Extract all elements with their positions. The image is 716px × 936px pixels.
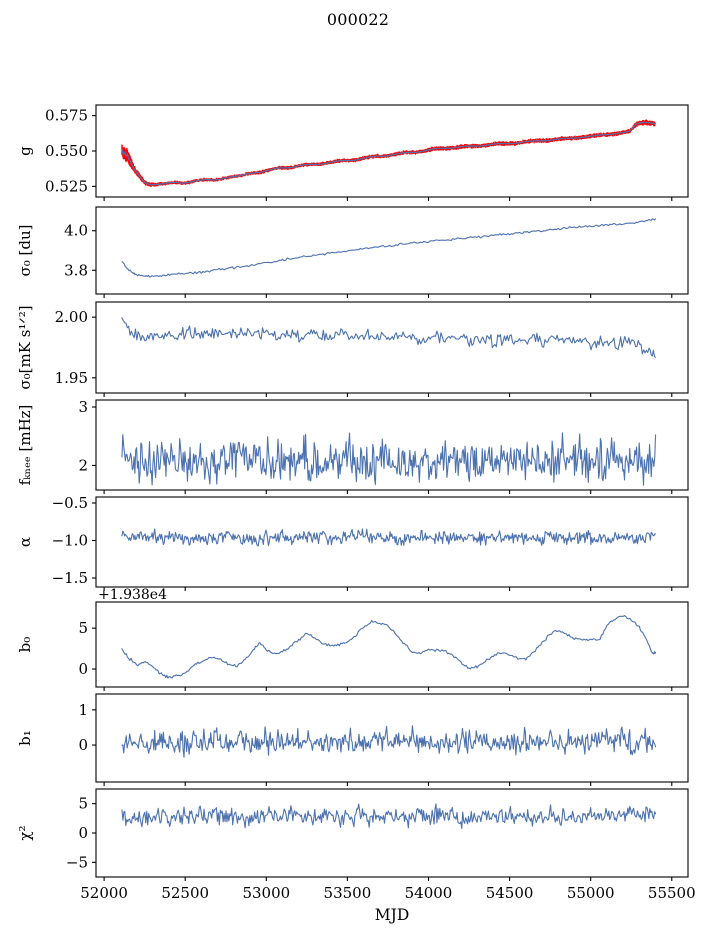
y-tick-label: 0 [78, 824, 88, 842]
x-tick-label: 53000 [242, 884, 290, 902]
series-line-chi2 [121, 803, 657, 829]
y-axis-label-b0: b₀ [16, 637, 34, 653]
y-tick-label: −5 [66, 853, 88, 871]
y-tick-label: 0.525 [45, 177, 88, 195]
panel-f_knee: 2 3 fₖₙₑₑ [mHz] [16, 398, 689, 494]
panel-chi2: −5 0 5 χ² [16, 788, 689, 881]
series-line-g [121, 121, 657, 186]
y-tick-label: 0 [78, 736, 88, 754]
axis-offset-text: +1.938e4 [98, 587, 167, 603]
panel-frame [95, 496, 689, 588]
y-axis-label-sigma0_mKs: σ₀[mK s¹ᐟ²] [16, 305, 34, 389]
y-axis-label-f_knee: fₖₙₑₑ [mHz] [16, 405, 34, 486]
x-axis-label: MJD [375, 906, 410, 924]
panel-alpha: −1.5 −1.0 −0.5 α [16, 494, 689, 591]
panel-frame [95, 206, 689, 295]
x-tick-label: 55000 [567, 884, 615, 902]
panel-frame [95, 601, 689, 688]
y-tick-label: 4.0 [64, 222, 88, 240]
series-line-sigma0_du [121, 218, 657, 278]
y-tick-label: 5 [78, 795, 88, 813]
y-tick-label: −0.5 [52, 494, 88, 512]
y-tick-label: 0.575 [45, 107, 88, 125]
panel-sigma0_mKs: 1.95 2.00 σ₀[mK s¹ᐟ²] [16, 301, 689, 397]
panel-frame [95, 399, 689, 491]
x-tick-label: 52000 [80, 884, 128, 902]
y-axis-label-g: g [16, 146, 34, 156]
panel-frame [95, 693, 689, 783]
y-tick-label: 1.95 [55, 369, 88, 387]
x-tick-label: 55500 [648, 884, 696, 902]
y-tick-label: 3 [78, 398, 88, 416]
y-tick-label: 1 [78, 701, 88, 719]
series-line-f_knee [121, 432, 657, 486]
y-tick-label: 0 [78, 660, 88, 678]
x-tick-label: 53500 [324, 884, 372, 902]
series-line-sigma0_mKs [121, 317, 657, 358]
series-line-alpha [121, 528, 657, 547]
y-axis-label-sigma0_du: σ₀ [du] [16, 225, 34, 277]
y-tick-label: −1.5 [52, 569, 88, 587]
panel-g: 0.525 0.550 0.575 g [16, 104, 689, 201]
x-axis: 52000 52500 53000 53500 54000 54500 55000 55500… [80, 884, 695, 924]
panel-b0: 0 5 b₀ +1.938e4 [16, 587, 689, 691]
y-axis-label-chi2: χ² [16, 825, 34, 840]
y-tick-label: 2 [78, 456, 88, 474]
errorbars [121, 119, 656, 187]
x-tick-label: 54000 [405, 884, 453, 902]
panel-sigma0_du: 3.8 4.0 σ₀ [du] [16, 206, 689, 298]
y-axis-label-b1: b₁ [16, 730, 34, 746]
y-tick-label: 3.8 [64, 261, 88, 279]
panel-b1: 0 1 b₁ [16, 693, 689, 786]
y-tick-label: 2.00 [55, 308, 88, 326]
y-tick-label: 0.550 [45, 142, 88, 160]
series-line-b1 [121, 725, 657, 758]
y-tick-label: −1.0 [52, 532, 88, 550]
panel-frame [95, 788, 689, 878]
figure-title: 000022 [326, 10, 390, 29]
y-axis-label-alpha: α [16, 537, 34, 547]
panel-frame [95, 301, 689, 394]
x-tick-label: 54500 [486, 884, 534, 902]
y-tick-label: 5 [78, 619, 88, 637]
x-tick-label: 52500 [161, 884, 209, 902]
series-line-b0 [121, 615, 657, 679]
